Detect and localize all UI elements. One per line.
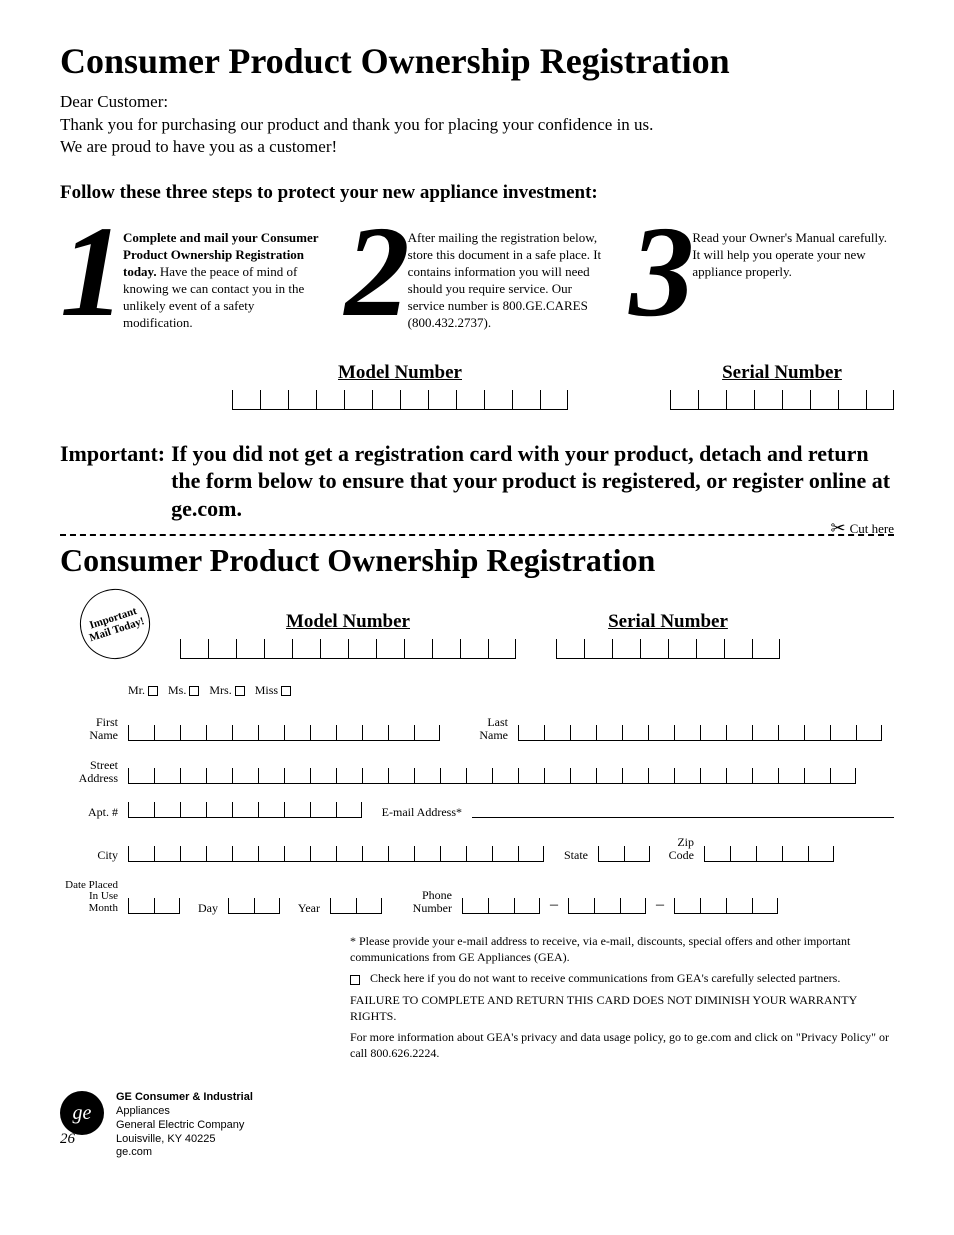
street-address-field[interactable]	[128, 768, 856, 784]
steps-heading: Follow these three steps to protect your…	[60, 182, 894, 204]
step-1-number: 1	[60, 214, 115, 331]
step-3-number: 3	[629, 214, 684, 331]
day-field[interactable]	[228, 898, 280, 914]
email-footnote: * Please provide your e-mail address to …	[350, 934, 894, 965]
step-2-number: 2	[345, 214, 400, 331]
ge-line-5: ge.com	[116, 1146, 253, 1160]
step-1: 1 Complete and mail your Consumer Produc…	[60, 214, 325, 331]
last-name-field[interactable]	[518, 725, 882, 741]
salutation-miss-checkbox[interactable]	[281, 686, 291, 696]
street-address-label: StreetAddress	[60, 759, 118, 784]
last-name-label: LastName	[450, 716, 508, 741]
year-field[interactable]	[330, 898, 382, 914]
city-field[interactable]	[128, 846, 544, 862]
model-number-top: Model Number	[232, 362, 568, 410]
salutation-ms-checkbox[interactable]	[189, 686, 199, 696]
form-model-number-field[interactable]	[180, 639, 516, 659]
apt-label: Apt. #	[60, 806, 118, 819]
state-field[interactable]	[598, 846, 650, 862]
step-3: 3 Read your Owner's Manual carefully. It…	[629, 214, 894, 331]
salutation-row: Mr. Ms. Mrs. Miss	[128, 683, 894, 698]
cut-here-label: ✂Cut here	[831, 518, 895, 539]
ge-line-3: General Electric Company	[116, 1119, 253, 1133]
day-label: Day	[190, 902, 218, 915]
form-serial-number: Serial Number	[556, 611, 780, 659]
greeting: Dear Customer:	[60, 92, 894, 112]
model-number-field[interactable]	[232, 390, 568, 410]
optout-text: Check here if you do not want to receive…	[370, 971, 840, 985]
steps-row: 1 Complete and mail your Consumer Produc…	[60, 214, 894, 331]
serial-number-field[interactable]	[670, 390, 894, 410]
zip-field[interactable]	[704, 846, 834, 862]
month-field[interactable]	[128, 898, 180, 914]
date-label: Date PlacedIn UseMonth	[60, 880, 118, 915]
step-2: 2 After mailing the registration below, …	[345, 214, 610, 331]
model-number-label: Model Number	[338, 362, 462, 384]
intro-line-1: Thank you for purchasing our product and…	[60, 114, 894, 136]
important-text: If you did not get a registration card w…	[171, 440, 894, 523]
step-2-text: After mailing the registration below, st…	[408, 214, 610, 331]
year-label: Year	[290, 902, 320, 915]
serial-number-label: Serial Number	[722, 362, 842, 384]
city-label: City	[60, 849, 118, 862]
phone-field-area[interactable]	[462, 898, 540, 914]
serial-number-top: Serial Number	[670, 362, 894, 410]
cut-line: ✂Cut here	[60, 534, 894, 536]
page-title: Consumer Product Ownership Registration	[60, 40, 894, 82]
email-label: E-mail Address*	[372, 806, 462, 819]
salutation-mr-checkbox[interactable]	[148, 686, 158, 696]
ge-line-4: Louisville, KY 40225	[116, 1133, 253, 1147]
ge-logo-icon: ge	[60, 1091, 104, 1135]
email-field[interactable]	[472, 802, 894, 818]
warranty-note: FAILURE TO COMPLETE AND RETURN THIS CARD…	[350, 993, 894, 1024]
first-name-field[interactable]	[128, 725, 440, 741]
intro-line-2: We are proud to have you as a customer!	[60, 136, 894, 158]
optout-checkbox[interactable]	[350, 975, 360, 985]
form-serial-number-label: Serial Number	[608, 611, 728, 633]
form-serial-number-field[interactable]	[556, 639, 780, 659]
important-label: Important:	[60, 440, 171, 523]
form-title: Consumer Product Ownership Registration	[60, 542, 894, 579]
step-3-text: Read your Owner's Manual carefully. It w…	[692, 214, 894, 331]
form-model-number: Model Number	[180, 611, 516, 659]
ge-footer: ge GE Consumer & Industrial Appliances G…	[60, 1091, 253, 1160]
ge-line-2: Appliances	[116, 1105, 253, 1119]
mail-today-stamp: Important Mail Today!	[71, 580, 159, 668]
phone-field-prefix[interactable]	[568, 898, 646, 914]
first-name-label: FirstName	[60, 716, 118, 741]
important-note: Important: If you did not get a registra…	[60, 440, 894, 523]
phone-field-line[interactable]	[674, 898, 778, 914]
zip-label: ZipCode	[660, 836, 694, 861]
phone-label: PhoneNumber	[392, 889, 452, 914]
top-number-row: Model Number Serial Number	[60, 362, 894, 410]
phone-dash-2: –	[656, 896, 664, 914]
ge-line-1: GE Consumer & Industrial	[116, 1091, 253, 1105]
step-1-text: Complete and mail your Consumer Product …	[123, 214, 325, 331]
form-model-number-label: Model Number	[286, 611, 410, 633]
privacy-note: For more information about GEA's privacy…	[350, 1030, 894, 1061]
phone-dash-1: –	[550, 896, 558, 914]
salutation-mrs-checkbox[interactable]	[235, 686, 245, 696]
state-label: State	[554, 849, 588, 862]
scissors-icon: ✂	[831, 518, 846, 539]
footnotes: * Please provide your e-mail address to …	[350, 934, 894, 1061]
apt-field[interactable]	[128, 802, 362, 818]
